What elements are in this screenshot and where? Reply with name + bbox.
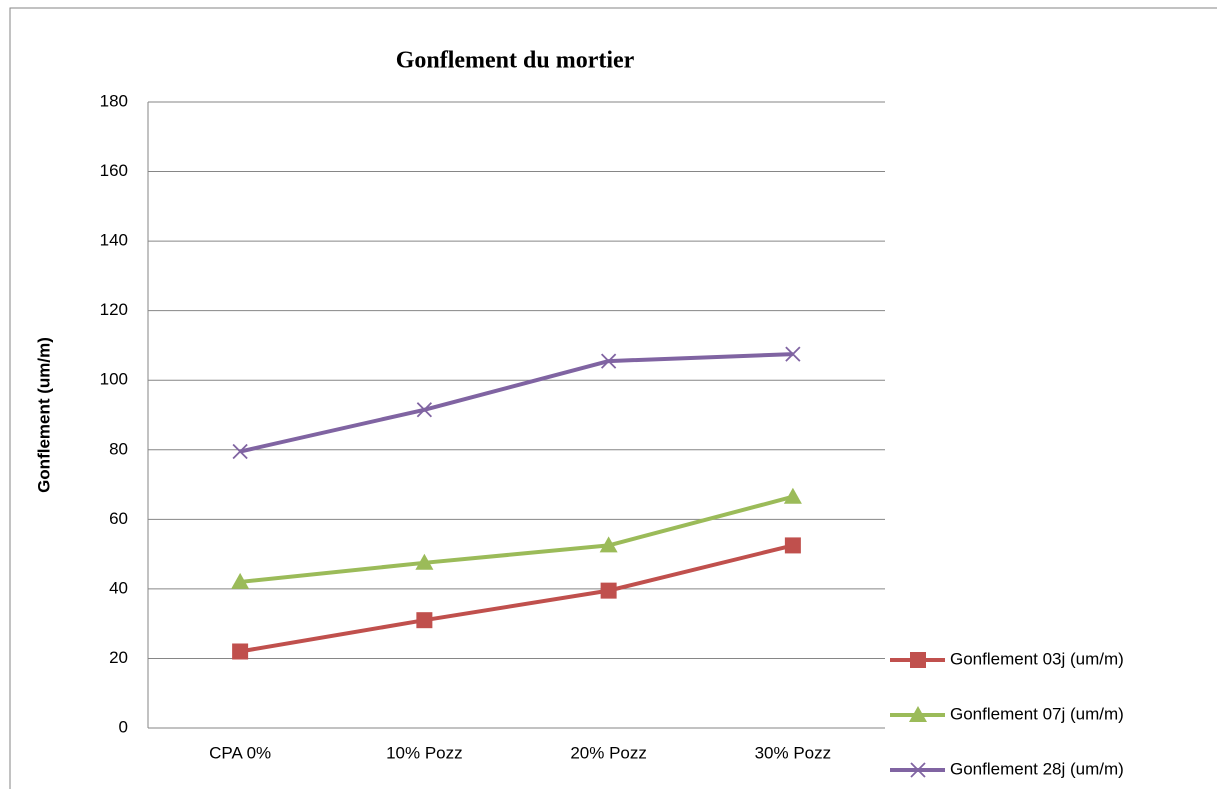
y-axis-label: Gonflement (um/m) <box>34 337 53 493</box>
data-point <box>785 346 801 362</box>
legend-label: Gonflement 28j (um/m) <box>950 759 1124 778</box>
data-point <box>784 537 801 554</box>
y-tick-label: 80 <box>109 439 128 458</box>
y-tick-label: 60 <box>109 509 128 528</box>
y-tick-label: 100 <box>100 370 128 389</box>
legend-marker <box>909 706 927 722</box>
x-tick-label: 10% Pozz <box>386 743 463 762</box>
x-tick-label: 30% Pozz <box>755 743 832 762</box>
y-tick-label: 140 <box>100 231 128 250</box>
data-point <box>783 487 802 504</box>
legend-label: Gonflement 07j (um/m) <box>950 704 1124 723</box>
series-line <box>239 494 794 584</box>
x-tick-label: CPA 0% <box>209 743 271 762</box>
chart-border <box>9 7 1217 789</box>
data-point <box>600 353 617 369</box>
series-line <box>239 352 793 454</box>
legend-marker <box>910 652 926 668</box>
series-line <box>239 543 794 654</box>
data-point <box>232 643 249 660</box>
y-tick-label: 120 <box>100 300 128 319</box>
y-tick-label: 160 <box>100 161 128 180</box>
data-point <box>600 582 617 599</box>
data-point <box>599 536 618 553</box>
legend-marker <box>910 762 926 778</box>
data-point <box>231 572 250 589</box>
y-tick-label: 40 <box>109 578 128 597</box>
data-point <box>232 443 248 460</box>
y-tick-label: 0 <box>119 717 128 736</box>
data-point <box>415 553 434 570</box>
chart-title: Gonflement du mortier <box>396 48 635 74</box>
data-point <box>416 612 433 629</box>
y-tick-label: 20 <box>109 648 128 667</box>
x-tick-label: 20% Pozz <box>570 743 647 762</box>
legend-label: Gonflement 03j (um/m) <box>950 649 1124 668</box>
data-point <box>416 402 433 418</box>
y-tick-label: 180 <box>100 91 128 110</box>
